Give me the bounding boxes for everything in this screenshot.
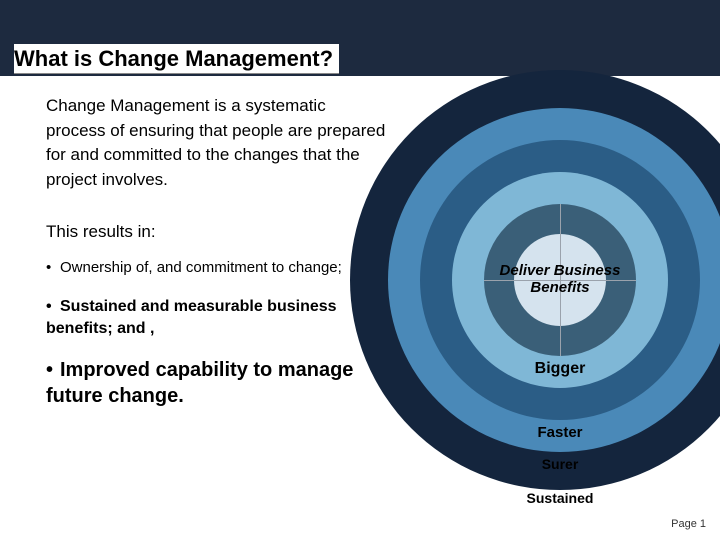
results-in-label: This results in: — [46, 222, 156, 242]
bullet-item: •Improved capability to manage future ch… — [46, 357, 386, 409]
ring-label-1: Faster — [490, 424, 630, 441]
ring-label-3: Sustained — [490, 490, 630, 506]
slide-title: What is Change Management? — [14, 44, 339, 74]
bullet-text: Ownership of, and commitment to change; — [60, 259, 342, 276]
concentric-ring-diagram: Deliver BusinessBenefits Bigger Faster Sure… — [340, 60, 720, 500]
ring-label-0: Bigger — [490, 360, 630, 378]
bullet-item: •Ownership of, and commitment to change; — [46, 258, 386, 278]
intro-paragraph: Change Management is a systematic proces… — [46, 94, 386, 193]
ring-label-2: Surer — [490, 456, 630, 472]
bullet-item: •Sustained and measurable business benef… — [46, 296, 386, 339]
bullet-text: Improved capability to manage future cha… — [46, 359, 353, 407]
center-label: Deliver BusinessBenefits — [470, 262, 650, 296]
page-number: Page 1 — [671, 518, 706, 530]
bullet-list: •Ownership of, and commitment to change;… — [46, 258, 386, 427]
bullet-text: Sustained and measurable business benefi… — [46, 298, 337, 337]
